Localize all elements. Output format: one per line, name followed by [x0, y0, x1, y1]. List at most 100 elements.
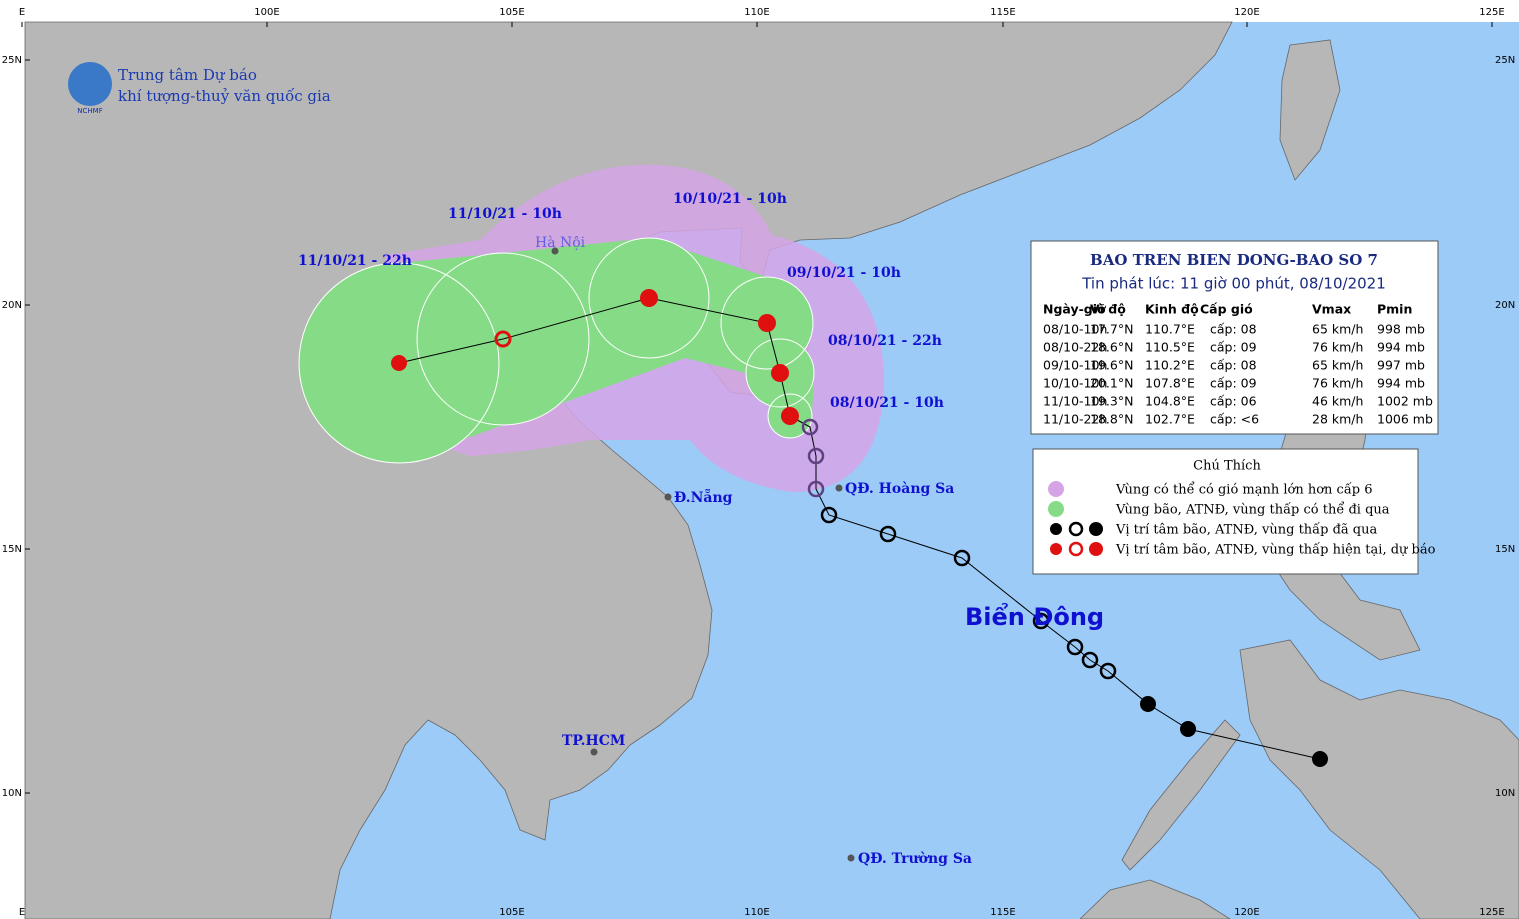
past-marker — [1066, 638, 1084, 656]
org-name: khí tượng-thuỷ văn quốc gia — [118, 87, 331, 105]
storm-marker — [758, 314, 776, 332]
table-cell: 104.8°E — [1145, 394, 1195, 409]
city-dot — [590, 748, 598, 756]
forecast-label: 10/10/21 - 10h — [673, 191, 787, 207]
circle — [588, 237, 710, 359]
bottom-lon-label: 105E — [499, 907, 524, 918]
table-cell: 09/10-10h — [1043, 358, 1107, 373]
table-cell: 20.1°N — [1090, 376, 1133, 391]
table-cell: 17.7°N — [1090, 322, 1133, 337]
table-cell: 994 mb — [1377, 340, 1425, 355]
table-cell: 110.5°E — [1145, 340, 1195, 355]
table-header: Ngày-giờ — [1043, 302, 1106, 317]
zone-hull — [399, 238, 814, 463]
past-marker — [953, 549, 971, 567]
top-lon-label: 105E — [499, 7, 524, 18]
palawan — [1121, 719, 1241, 871]
info-box — [1030, 240, 1439, 435]
legend-icon — [1089, 542, 1103, 556]
table-cell: cấp: 09 — [1210, 376, 1257, 391]
table-cell: 994 mb — [1377, 376, 1425, 391]
past-marker — [820, 506, 838, 524]
table-cell: 11/10-22h — [1043, 412, 1107, 427]
place-label: Hà Nội — [535, 234, 586, 251]
table-cell: 76 km/h — [1312, 340, 1363, 355]
mainland — [24, 21, 1233, 919]
table-header: Kinh độ — [1145, 302, 1199, 317]
legend-title: Chú Thích — [1193, 459, 1261, 474]
legend-icon — [1050, 543, 1062, 555]
legend-label: Vị trí tâm bão, ATNĐ, vùng thấp đã qua — [1115, 522, 1377, 538]
legend-label: Vùng bão, ATNĐ, vùng thấp có thể đi qua — [1115, 502, 1390, 518]
past-positions — [801, 418, 1117, 680]
bottom-lon-label: 120E — [1234, 907, 1259, 918]
legend-label: Vùng có thể có gió mạnh lớn hơn cấp 6 — [1115, 482, 1373, 498]
table-cell: 110.2°E — [1145, 358, 1195, 373]
past-marker — [1081, 651, 1099, 669]
right-lat-label: 20N — [1495, 300, 1515, 311]
forecast-label: 11/10/21 - 22h — [298, 253, 412, 269]
bottom-lon-label: E — [19, 907, 25, 918]
table-cell: cấp: 06 — [1210, 394, 1257, 409]
left-lat-label: 25N — [2, 55, 22, 66]
legend-icon — [1050, 523, 1062, 535]
table-cell: 65 km/h — [1312, 358, 1363, 373]
table-cell: 76 km/h — [1312, 376, 1363, 391]
right-lat-label: 15N — [1495, 544, 1515, 555]
forecast-label: 08/10/21 - 10h — [830, 395, 944, 411]
past-marker — [807, 447, 825, 465]
past-lows — [1140, 696, 1328, 767]
left-lat-label: 20N — [2, 300, 22, 311]
table-header: Vĩ độ — [1090, 302, 1126, 317]
table-cell: 11/10-10h — [1043, 394, 1107, 409]
table-cell: 08/10-22h — [1043, 340, 1107, 355]
table-cell: 46 km/h — [1312, 394, 1363, 409]
table-cell: cấp: <6 — [1210, 412, 1259, 427]
table-cell: 19.6°N — [1090, 358, 1133, 373]
city-dot — [847, 854, 855, 862]
table-cell: 08/10-10h — [1043, 322, 1107, 337]
table-cell: cấp: 08 — [1210, 358, 1257, 373]
legend-icon — [1089, 522, 1103, 536]
place-label: QĐ. Trường Sa — [858, 851, 972, 867]
city-dots — [551, 247, 855, 862]
org-name: Trung tâm Dự báo — [118, 66, 257, 84]
table-cell: 18.6°N — [1090, 340, 1133, 355]
circle — [767, 393, 813, 439]
table-cell: 102.7°E — [1145, 412, 1195, 427]
right-lat-label: 25N — [1495, 55, 1515, 66]
table-cell: 1002 mb — [1377, 394, 1433, 409]
storm-marker — [771, 364, 789, 382]
table-cell: 28 km/h — [1312, 412, 1363, 427]
top-lon-label: 110E — [744, 7, 769, 18]
table-cell: 107.8°E — [1145, 376, 1195, 391]
logo-text: NCHMF — [77, 107, 102, 115]
left-lat-label: 15N — [2, 544, 22, 555]
low-marker — [1312, 751, 1328, 767]
table-header: Cấp gió — [1200, 302, 1253, 317]
low-marker — [391, 355, 407, 371]
storm-marker — [640, 289, 658, 307]
legend-icon — [1068, 521, 1084, 537]
circle — [416, 252, 590, 426]
legend-label: Vị trí tâm bão, ATNĐ, vùng thấp hiện tại… — [1115, 542, 1436, 558]
table-cell: 18.8°N — [1090, 412, 1133, 427]
past-marker — [801, 418, 819, 436]
place-label: Đ.Nẵng — [674, 487, 733, 506]
top-lon-label: 125E — [1479, 7, 1504, 18]
bottom-lon-label: 125E — [1479, 907, 1504, 918]
borneo — [1079, 879, 1231, 919]
forecast-positions — [391, 289, 799, 425]
uncertainty-circles — [298, 237, 815, 464]
low-marker — [1140, 696, 1156, 712]
top-lon-label: 120E — [1234, 7, 1259, 18]
table-cell: cấp: 08 — [1210, 322, 1257, 337]
place-label: TP.HCM — [562, 733, 625, 749]
table-cell: 997 mb — [1377, 358, 1425, 373]
info-subtitle: Tin phát lúc: 11 giờ 00 phút, 08/10/2021 — [1081, 275, 1386, 293]
top-lon-label: 100E — [254, 7, 279, 18]
legend-icon — [1068, 541, 1084, 557]
city-dot — [664, 493, 672, 501]
